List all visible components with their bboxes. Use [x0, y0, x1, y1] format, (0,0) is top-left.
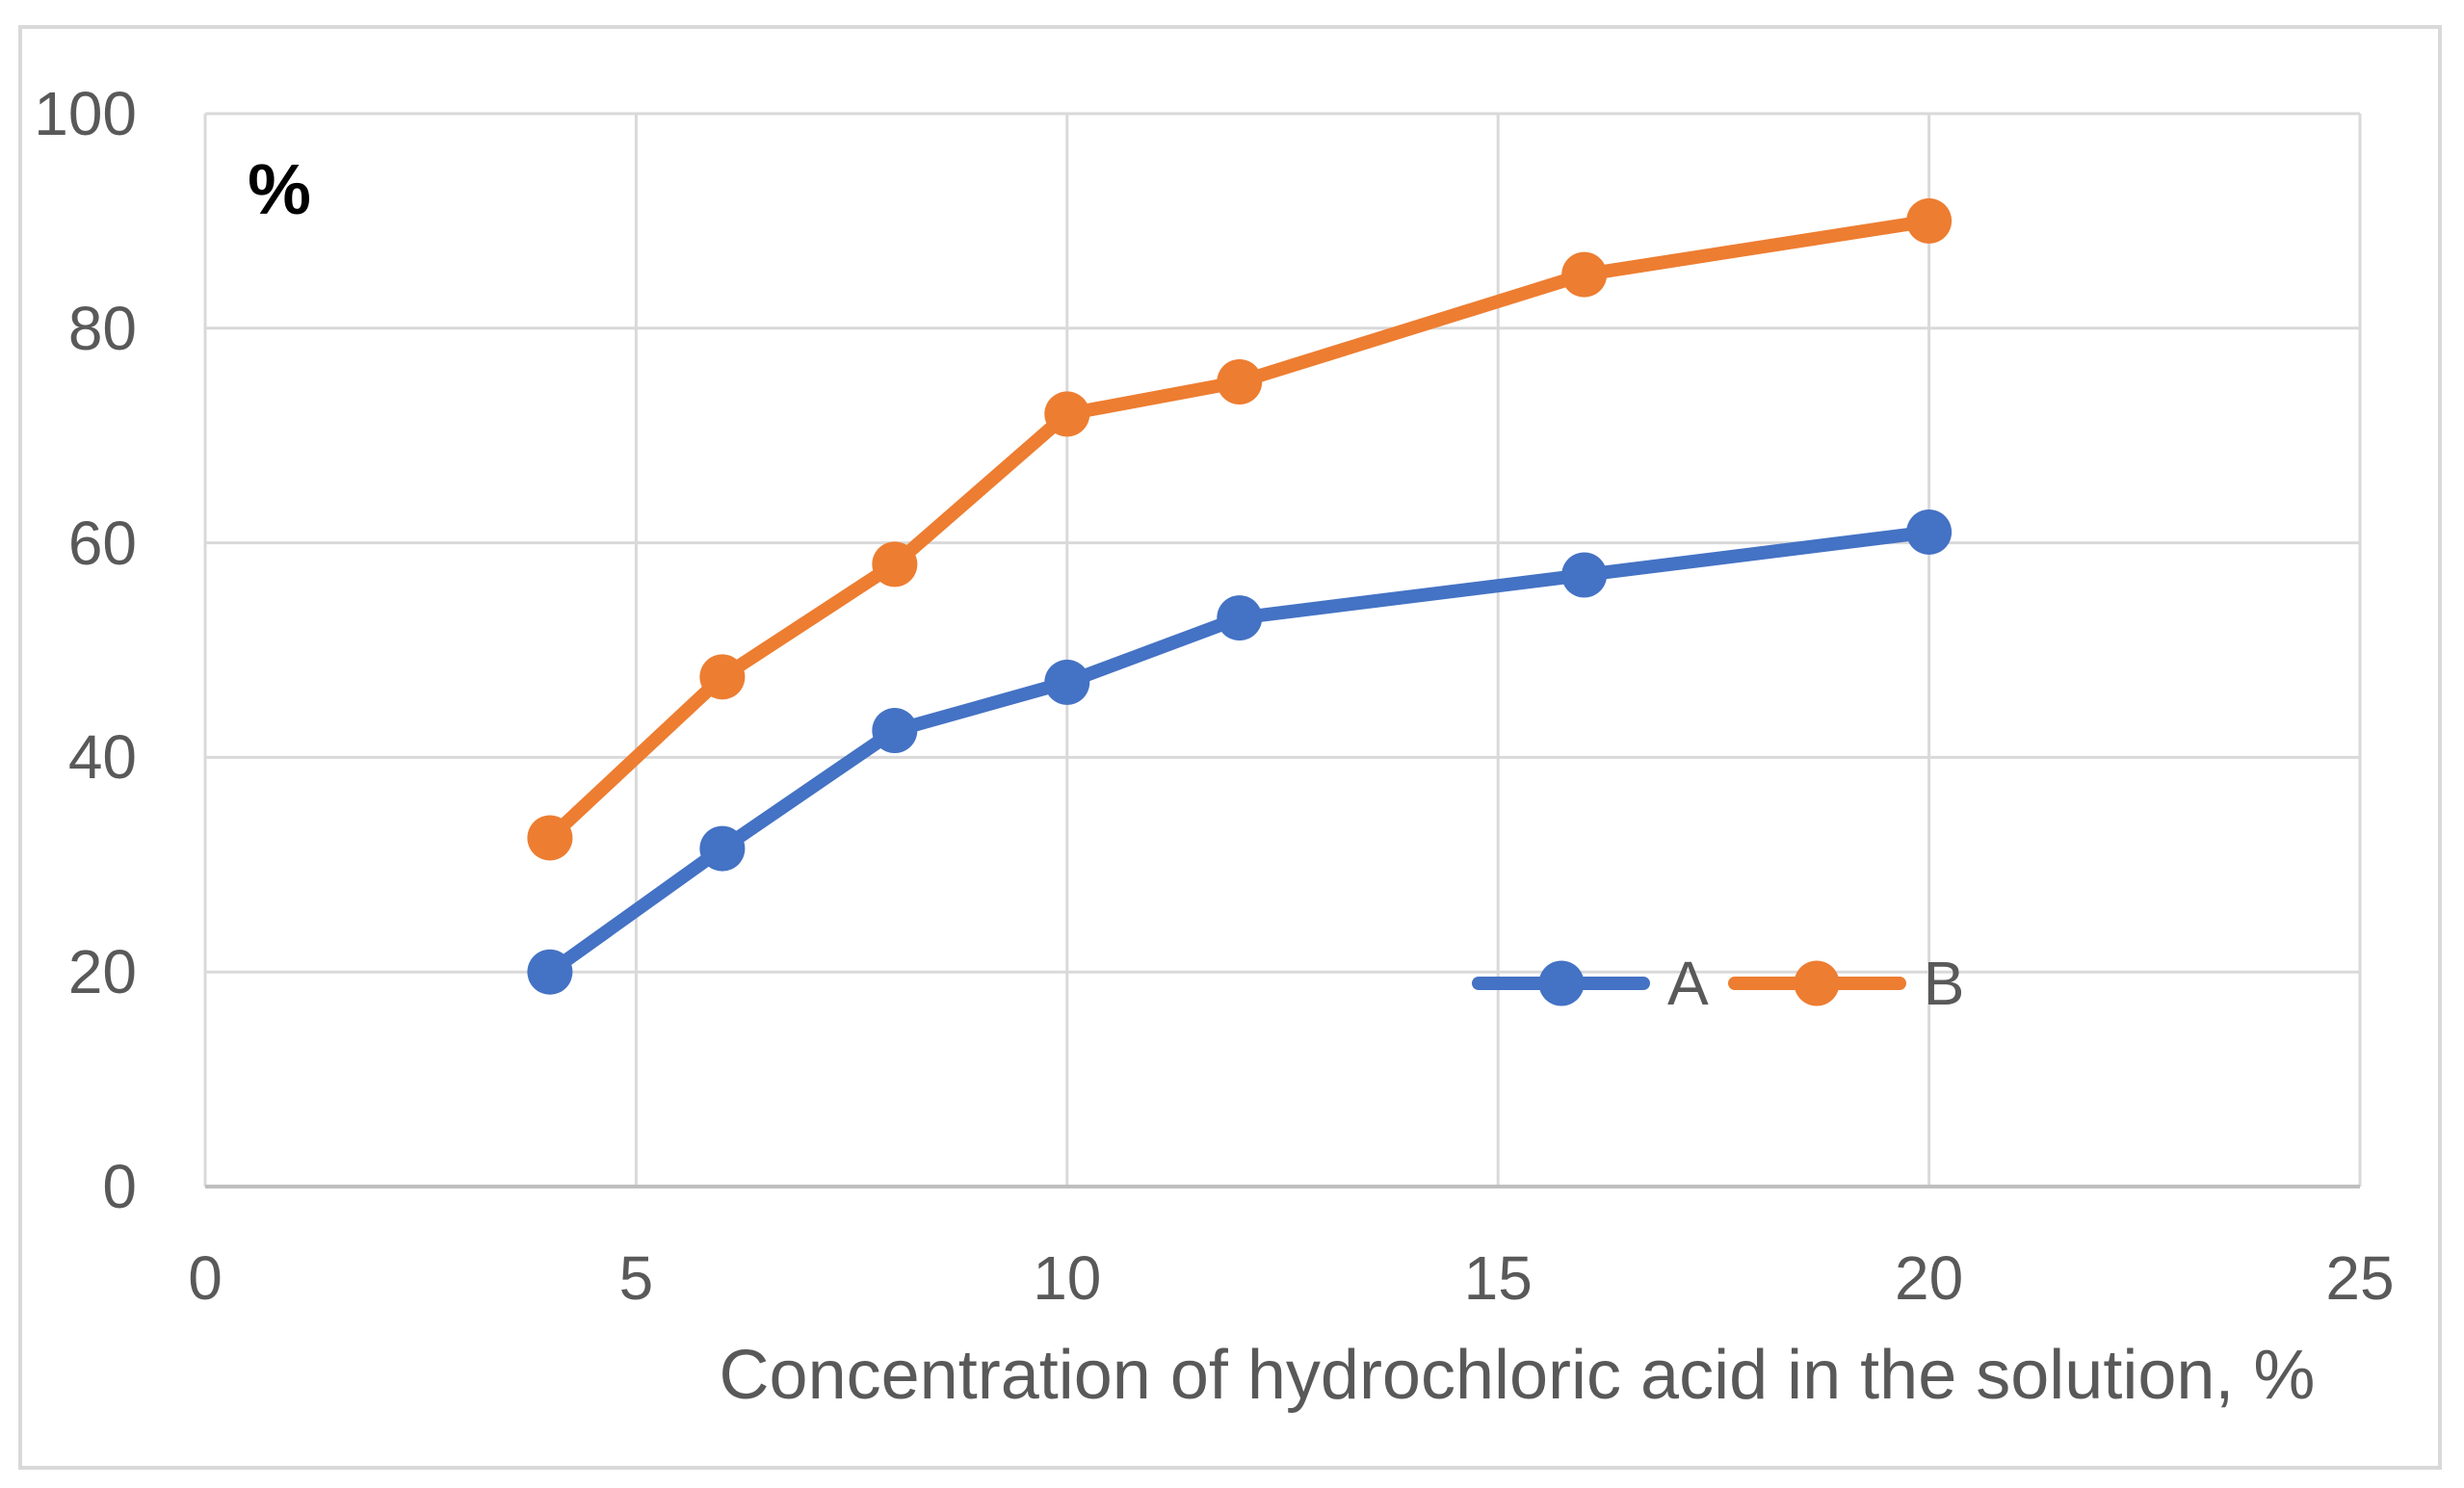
series-A-point-4 — [1217, 595, 1263, 641]
chart-frame — [18, 25, 2442, 1470]
series-A-point-2 — [872, 708, 918, 754]
series-A-point-6 — [1906, 509, 1953, 555]
series-B-point-4 — [1217, 359, 1263, 405]
series-A-point-1 — [699, 825, 746, 872]
series-A-point-5 — [1561, 552, 1608, 598]
series-B-line — [542, 214, 1936, 845]
series-B-point-6 — [1906, 197, 1953, 244]
legend-dot-a-icon — [1538, 960, 1584, 1006]
x-tick-label: 25 — [2325, 1243, 2395, 1313]
legend-marker-a-icon — [1472, 960, 1650, 1006]
series-A-point-3 — [1044, 659, 1090, 705]
legend-item-b[interactable]: B — [1727, 949, 1965, 1018]
x-axis-title: Concentration of hydrochloric acid in th… — [719, 1337, 2316, 1414]
x-tick-label: 15 — [1463, 1243, 1533, 1313]
y-tick-label: 20 — [67, 937, 137, 1007]
y-tick-label: 80 — [67, 293, 137, 363]
y-tick-label: 0 — [102, 1152, 137, 1221]
y-tick-label: 40 — [67, 722, 137, 793]
legend-item-a[interactable]: A — [1472, 953, 1709, 1014]
x-tick-label: 10 — [1033, 1243, 1102, 1313]
series-B-point-3 — [1044, 391, 1090, 437]
y-tick-label: 60 — [67, 508, 137, 578]
legend-marker-b-icon — [1727, 960, 1906, 1006]
x-tick-label: 5 — [618, 1243, 654, 1313]
legend-dot-b-icon — [1794, 960, 1840, 1006]
series-B-point-5 — [1561, 251, 1608, 298]
series-B-point-1 — [699, 654, 746, 700]
series-B-point-0 — [527, 815, 573, 861]
x-tick-label: 0 — [188, 1243, 223, 1313]
y-tick-label: 100 — [34, 79, 137, 148]
series-B-point-2 — [872, 541, 918, 587]
y-axis-unit-label: % — [248, 149, 311, 229]
x-tick-label: 20 — [1895, 1243, 1964, 1313]
legend-label-b: B — [1923, 949, 1965, 1018]
legend: A B — [1472, 953, 1964, 1014]
series-A-point-0 — [527, 949, 573, 995]
legend-label-a: A — [1667, 949, 1709, 1018]
